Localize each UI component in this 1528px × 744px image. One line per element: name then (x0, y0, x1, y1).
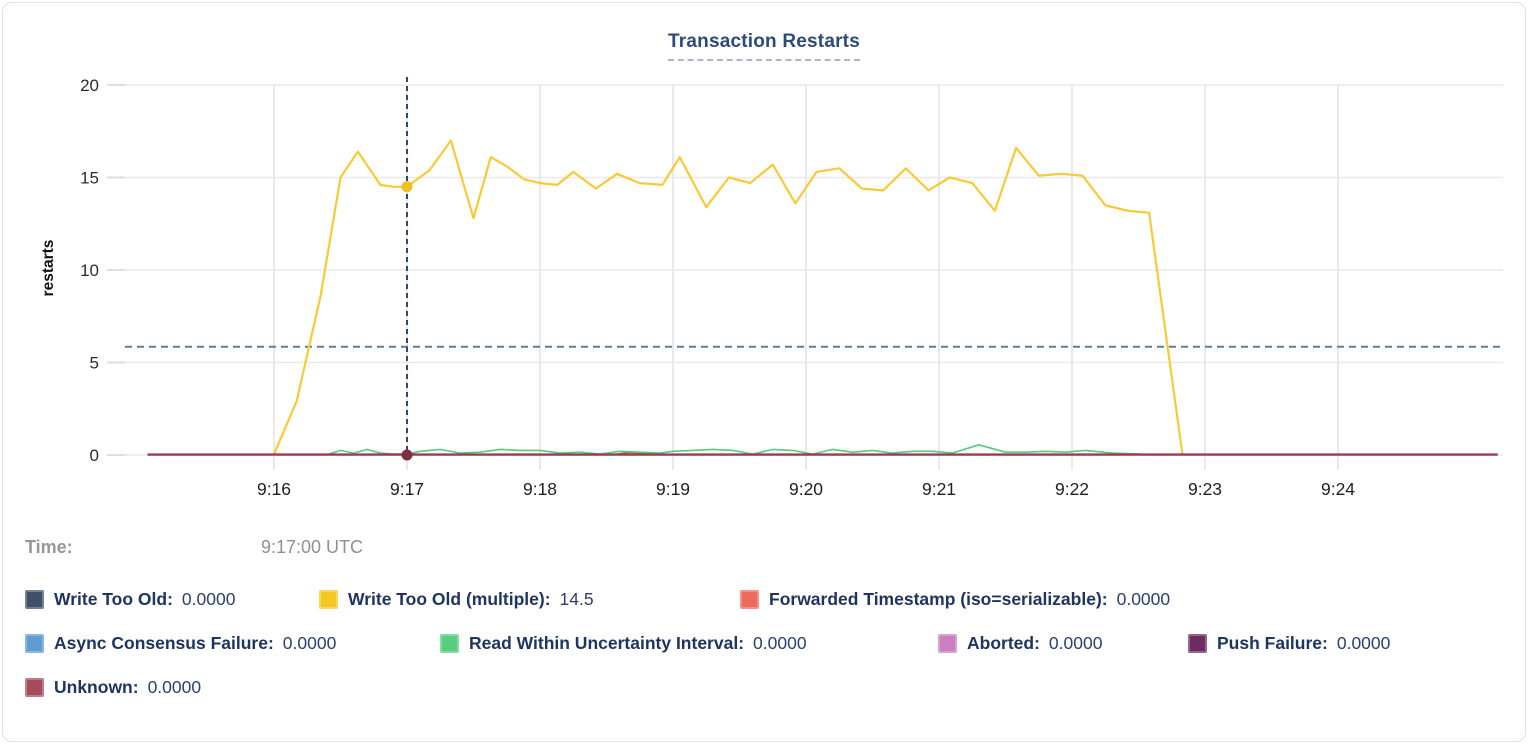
y-axis-label: restarts (40, 240, 57, 297)
x-tick-label: 9:21 (922, 479, 956, 499)
legend-label: Unknown: (54, 677, 139, 697)
legend-label: Aborted: (967, 633, 1040, 653)
x-tick-label: 9:19 (656, 479, 690, 499)
crosshair-dot (401, 449, 413, 461)
legend-item-forwarded-timestamp-iso-serializable[interactable]: Forwarded Timestamp (iso=serializable): 0… (740, 589, 1170, 610)
legend-value: 14.5 (559, 589, 594, 609)
legend-swatch-icon (740, 590, 759, 609)
legend-item-async-consensus-failure[interactable]: Async Consensus Failure: 0.0000 (25, 633, 440, 654)
legend-swatch-icon (25, 590, 44, 609)
y-tick-label: 0 (90, 446, 99, 465)
legend-value: 0.0000 (753, 633, 807, 653)
x-tick-label: 9:18 (523, 479, 557, 499)
legend-item-aborted[interactable]: Aborted: 0.0000 (938, 633, 1188, 654)
legend-value: 0.0000 (282, 633, 337, 653)
legend-swatch-icon (25, 678, 44, 697)
chart-title[interactable]: Transaction Restarts (668, 31, 860, 61)
chart-title-wrap: Transaction Restarts (3, 31, 1525, 61)
legend-value: 0.0000 (1048, 633, 1103, 653)
x-tick-label: 9:17 (390, 479, 424, 499)
y-tick-label: 5 (90, 354, 99, 373)
legend-item-read-within-uncertainty-interval[interactable]: Read Within Uncertainty Interval: 0.0000 (440, 633, 938, 654)
time-row: Time: 9:17:00 UTC (25, 537, 363, 558)
legend-swatch-icon (319, 590, 338, 609)
legend-label: Async Consensus Failure: (54, 633, 274, 653)
legend-value: 0.0000 (181, 589, 236, 609)
transaction-restarts-chart[interactable]: 0 5 10 15 20 9:16 9:17 9:18 9:19 9:20 9:21 9:22 9:23… (3, 63, 1526, 513)
time-value: 9:17:00 UTC (261, 537, 364, 557)
legend-item-write-too-old-multiple[interactable]: Write Too Old (multiple): 14.5 (319, 589, 740, 610)
x-tick-label: 9:23 (1188, 479, 1222, 499)
legend-row: Unknown: 0.0000 (25, 677, 1515, 698)
legend-swatch-icon (938, 634, 957, 653)
series-line-read-within-uncertainty-interval (326, 443, 1152, 456)
legend-item-write-too-old[interactable]: Write Too Old: 0.0000 (25, 589, 319, 610)
y-tick-label: 20 (80, 76, 99, 95)
legend-label: Push Failure: (1217, 633, 1328, 653)
legend-label: Read Within Uncertainty Interval: (469, 633, 745, 653)
chart-legend: Write Too Old: 0.0000 Write Too Old (multi… (25, 589, 1515, 698)
legend-row: Async Consensus Failure: 0.0000 Read Withi… (25, 633, 1515, 654)
legend-label: Forwarded Timestamp (iso=serializable): (769, 589, 1108, 609)
y-tick-label: 15 (80, 169, 99, 188)
x-tick-label: 9:22 (1055, 479, 1089, 499)
legend-value: 0.0000 (1116, 589, 1171, 609)
y-tick-label: 10 (80, 261, 99, 280)
legend-value: 0.0000 (147, 677, 202, 697)
time-label: Time: (25, 537, 73, 557)
legend-value: 0.0000 (1336, 633, 1391, 653)
legend-label: Write Too Old (multiple): (348, 589, 551, 609)
legend-row: Write Too Old: 0.0000 Write Too Old (multi… (25, 589, 1515, 610)
x-tick-label: 9:16 (257, 479, 291, 499)
legend-item-unknown[interactable]: Unknown: 0.0000 (25, 677, 201, 698)
x-tick-label: 9:20 (789, 479, 823, 499)
crosshair-dot (401, 181, 413, 193)
x-tick-label: 9:24 (1321, 479, 1355, 499)
legend-item-push-failure[interactable]: Push Failure: 0.0000 (1188, 633, 1390, 654)
legend-swatch-icon (440, 634, 459, 653)
legend-swatch-icon (25, 634, 44, 653)
legend-label: Write Too Old: (54, 589, 173, 609)
legend-swatch-icon (1188, 634, 1207, 653)
